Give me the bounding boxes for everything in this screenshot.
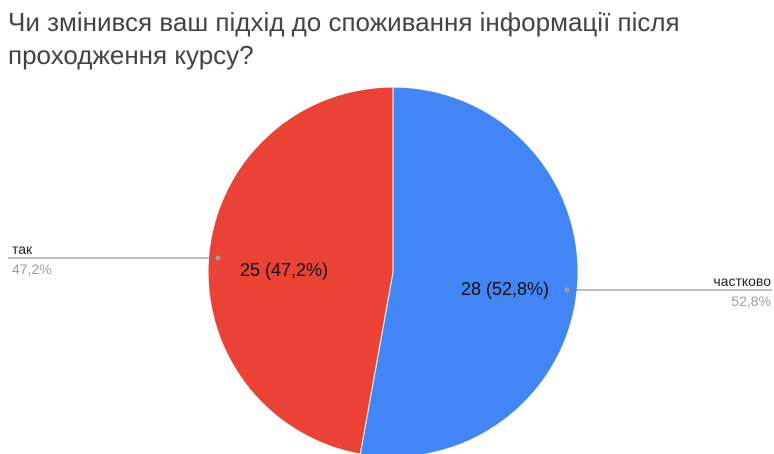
slice-value-label-0: 28 (52,8%) — [461, 279, 549, 299]
slice-category-label-0: частково — [713, 273, 771, 289]
slice-value-label-1: 25 (47,2%) — [240, 260, 328, 280]
slice-percent-label-0: 52,8% — [731, 293, 771, 309]
leader-dot-0 — [565, 288, 570, 293]
slice-category-label-1: так — [12, 241, 33, 257]
leader-dot-1 — [216, 256, 221, 261]
slice-percent-label-1: 47,2% — [12, 261, 52, 277]
